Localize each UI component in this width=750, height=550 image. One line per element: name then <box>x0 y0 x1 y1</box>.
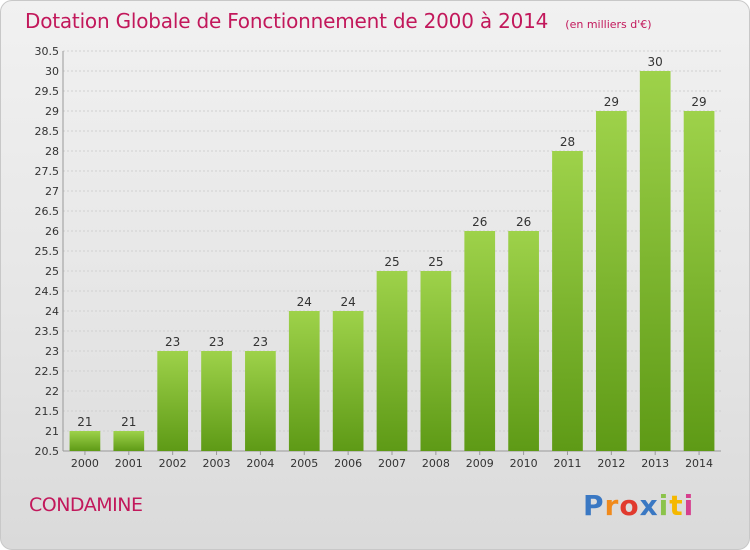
bar <box>595 111 627 451</box>
bar-value-label: 23 <box>165 335 180 349</box>
y-tick-label: 23.5 <box>35 325 60 338</box>
y-tick-label: 27 <box>45 185 59 198</box>
x-tick-label: 2005 <box>290 457 318 470</box>
bar <box>332 311 364 451</box>
bar <box>288 311 320 451</box>
bar <box>464 231 496 451</box>
y-tick-label: 30 <box>45 65 59 78</box>
bar-value-label: 28 <box>560 135 575 149</box>
y-tick-label: 29 <box>45 105 59 118</box>
y-tick-label: 22 <box>45 385 59 398</box>
y-tick-label: 28.5 <box>35 125 60 138</box>
x-tick-label: 2004 <box>246 457 274 470</box>
bar-value-label: 24 <box>297 295 312 309</box>
x-tick-label: 2002 <box>159 457 187 470</box>
y-tick-label: 27.5 <box>35 165 60 178</box>
x-tick-label: 2001 <box>115 457 143 470</box>
bar <box>376 271 408 451</box>
commune-name: CONDAMINE <box>29 494 143 516</box>
proxiti-logo[interactable]: Proxiti <box>583 489 695 522</box>
y-tick-label: 20.5 <box>35 445 60 458</box>
x-tick-label: 2010 <box>510 457 538 470</box>
chart-subtitle: (en milliers d'€) <box>565 18 652 31</box>
y-tick-label: 24.5 <box>35 285 60 298</box>
bar-value-label: 26 <box>472 215 487 229</box>
bar-value-label: 25 <box>428 255 443 269</box>
x-tick-label: 2011 <box>553 457 581 470</box>
y-tick-label: 30.5 <box>35 45 60 58</box>
bar-value-label: 21 <box>77 415 92 429</box>
bar <box>508 231 539 451</box>
x-tick-label: 2012 <box>597 457 625 470</box>
bar <box>245 351 276 451</box>
y-tick-label: 28 <box>45 145 59 158</box>
bar-value-label: 25 <box>384 255 399 269</box>
bar-value-label: 23 <box>253 335 268 349</box>
x-tick-label: 2000 <box>71 457 99 470</box>
y-tick-label: 22.5 <box>35 365 60 378</box>
x-tick-label: 2006 <box>334 457 362 470</box>
title-line: Dotation Globale de Fonctionnement de 20… <box>25 9 652 33</box>
y-tick-label: 29.5 <box>35 85 60 98</box>
x-tick-label: 2014 <box>685 457 713 470</box>
x-tick-label: 2013 <box>641 457 669 470</box>
bar <box>639 71 671 451</box>
bar <box>420 271 452 451</box>
y-tick-label: 24 <box>45 305 59 318</box>
bar-value-label: 23 <box>209 335 224 349</box>
bar-value-label: 24 <box>340 295 355 309</box>
x-tick-label: 2003 <box>203 457 231 470</box>
y-tick-label: 23 <box>45 345 59 358</box>
y-tick-label: 25 <box>45 265 59 278</box>
bar-value-label: 26 <box>516 215 531 229</box>
bar-value-label: 21 <box>121 415 136 429</box>
bar <box>69 431 101 451</box>
bar-value-label: 29 <box>691 95 706 109</box>
bar <box>552 151 583 451</box>
y-tick-label: 26 <box>45 225 59 238</box>
y-tick-label: 25.5 <box>35 245 60 258</box>
y-tick-label: 21 <box>45 425 59 438</box>
chart-title: Dotation Globale de Fonctionnement de 20… <box>25 9 549 33</box>
y-tick-label: 26.5 <box>35 205 60 218</box>
bar-value-label: 30 <box>648 55 663 69</box>
y-tick-label: 21.5 <box>35 405 60 418</box>
bar <box>113 431 145 451</box>
bar <box>683 111 715 451</box>
x-tick-label: 2007 <box>378 457 406 470</box>
x-tick-label: 2009 <box>466 457 494 470</box>
bar <box>157 351 189 451</box>
x-tick-label: 2008 <box>422 457 450 470</box>
bar-value-label: 29 <box>604 95 619 109</box>
bar <box>201 351 232 451</box>
